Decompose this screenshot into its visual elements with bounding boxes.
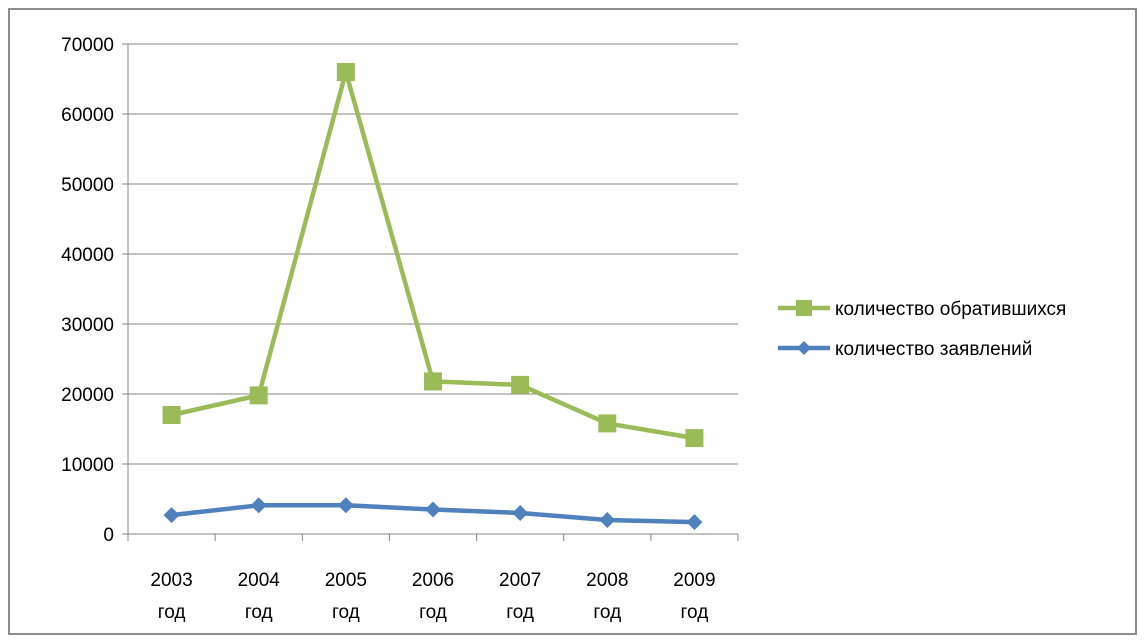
data-point-1-1 [250,497,267,514]
legend-label: количество обратившихся [835,299,1066,320]
data-point-1-5 [599,512,616,528]
x-tick-label: 2006 [412,570,454,591]
y-tick-label: 20000 [61,385,114,406]
x-tick-label: год [419,602,447,623]
gridlines [128,43,738,465]
series-1 [163,497,703,531]
series [162,63,704,531]
y-tick-label: 60000 [61,105,114,126]
data-point-0-1 [249,386,268,405]
y-tick-label: 0 [103,525,114,546]
legend-item-1: количество заявлений [778,339,1032,360]
legend: количество обратившихся количество заявле… [778,299,1066,360]
data-point-0-3 [424,372,442,391]
data-point-0-4 [511,375,530,394]
series-0 [162,63,704,448]
x-tick-label: год [593,602,621,623]
x-tick-label: год [506,602,534,623]
x-tick-label: 2007 [499,570,541,591]
y-tick-label: 40000 [61,245,114,266]
x-tick-label: 2009 [673,570,715,591]
x-tick-label: год [332,602,360,623]
x-tick-label: 2004 [238,570,281,591]
data-point-0-5 [598,414,617,433]
axes: 0 10000 20000 30000 40000 50000 60000 70000 2003… [61,35,739,623]
x-tick-label: год [158,602,186,623]
y-tick-label: 70000 [61,35,114,56]
x-tick-label: 2008 [586,570,628,591]
data-point-0-2 [336,63,355,81]
data-point-0-0 [162,406,181,424]
data-point-0-6 [685,429,704,448]
x-tick-label: год [681,602,709,623]
x-tick-label: 2003 [150,570,192,591]
legend-item-0: количество обратившихся [778,299,1066,320]
legend-swatch-marker [796,300,812,316]
legend-swatch-marker [797,341,811,355]
data-point-1-3 [425,501,441,518]
y-tick-label: 10000 [61,455,114,476]
chart-frame [8,8,1137,635]
y-tick-label: 30000 [61,315,114,336]
x-tick-label: год [245,602,273,623]
data-point-1-6 [686,514,703,531]
data-point-1-0 [163,507,180,524]
data-point-1-2 [337,497,354,514]
legend-label: количество заявлений [835,339,1032,360]
data-point-1-4 [512,505,529,521]
y-tick-label: 50000 [61,175,114,196]
x-tick-label: 2005 [325,570,367,591]
